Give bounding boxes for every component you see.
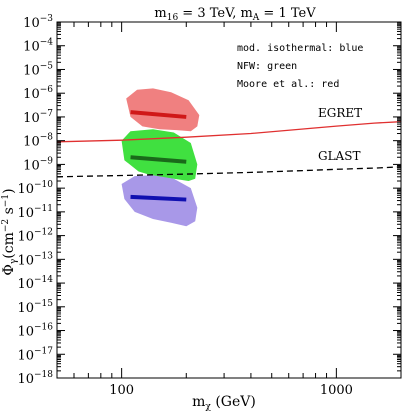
legend: mod. isothermal: blue NFW: green Moore e…	[237, 43, 363, 90]
egret-curve-label: EGRET	[318, 106, 362, 120]
y-tick-label: 10−10	[17, 180, 53, 197]
legend-line-moore: Moore et al.: red	[237, 79, 339, 90]
y-tick-label: 10−11	[17, 204, 53, 221]
legend-line-isothermal: mod. isothermal: blue	[237, 43, 363, 54]
y-tick-label: 10−13	[17, 251, 53, 268]
y-tick-label: 10−18	[17, 370, 53, 387]
band-line-moore-et-al	[130, 110, 187, 119]
y-tick-label: 10−16	[17, 323, 53, 340]
legend-line-nfw: NFW: green	[237, 61, 297, 72]
curve-egret	[56, 121, 402, 143]
y-tick-label: 10−15	[17, 299, 53, 316]
confidence-bands	[121, 88, 200, 227]
band-nfw	[121, 129, 198, 181]
y-tick-label: 10−5	[23, 61, 53, 78]
band-mod-isothermal	[121, 175, 198, 227]
sensitivity-curves	[56, 121, 402, 178]
chart-title: m16 = 3 TeV, mA = 1 TeV	[154, 6, 316, 23]
y-tick-label: 10−17	[17, 346, 53, 363]
plot-frame	[56, 21, 402, 379]
x-axis-label: mχ (GeV)	[192, 394, 256, 412]
y-axis-label: Φγ(cm−2 s−1)	[1, 188, 19, 275]
band-line-mod-isothermal	[130, 194, 187, 202]
glast-curve-label: GLAST	[318, 149, 360, 163]
axis-tick-labels: 10−3 10−4 10−5 10−6 10−7 10−8 10−9 10−10 10−11 10…	[17, 14, 352, 398]
y-tick-label: 10−12	[17, 228, 53, 245]
curve-glast	[56, 166, 402, 178]
y-tick-label: 10−3	[23, 14, 53, 31]
axis-ticks	[56, 21, 402, 379]
y-tick-label: 10−4	[23, 38, 53, 55]
y-tick-label: 10−8	[23, 133, 53, 150]
x-tick-label: 100	[109, 383, 134, 398]
band-moore-et-al	[126, 88, 200, 132]
y-tick-label: 10−7	[23, 109, 53, 126]
y-tick-label: 10−9	[23, 156, 53, 173]
band-line-nfw	[130, 155, 187, 164]
y-tick-label: 10−6	[23, 85, 53, 102]
y-tick-label: 10−14	[17, 275, 53, 292]
x-tick-label: 1000	[320, 383, 353, 398]
